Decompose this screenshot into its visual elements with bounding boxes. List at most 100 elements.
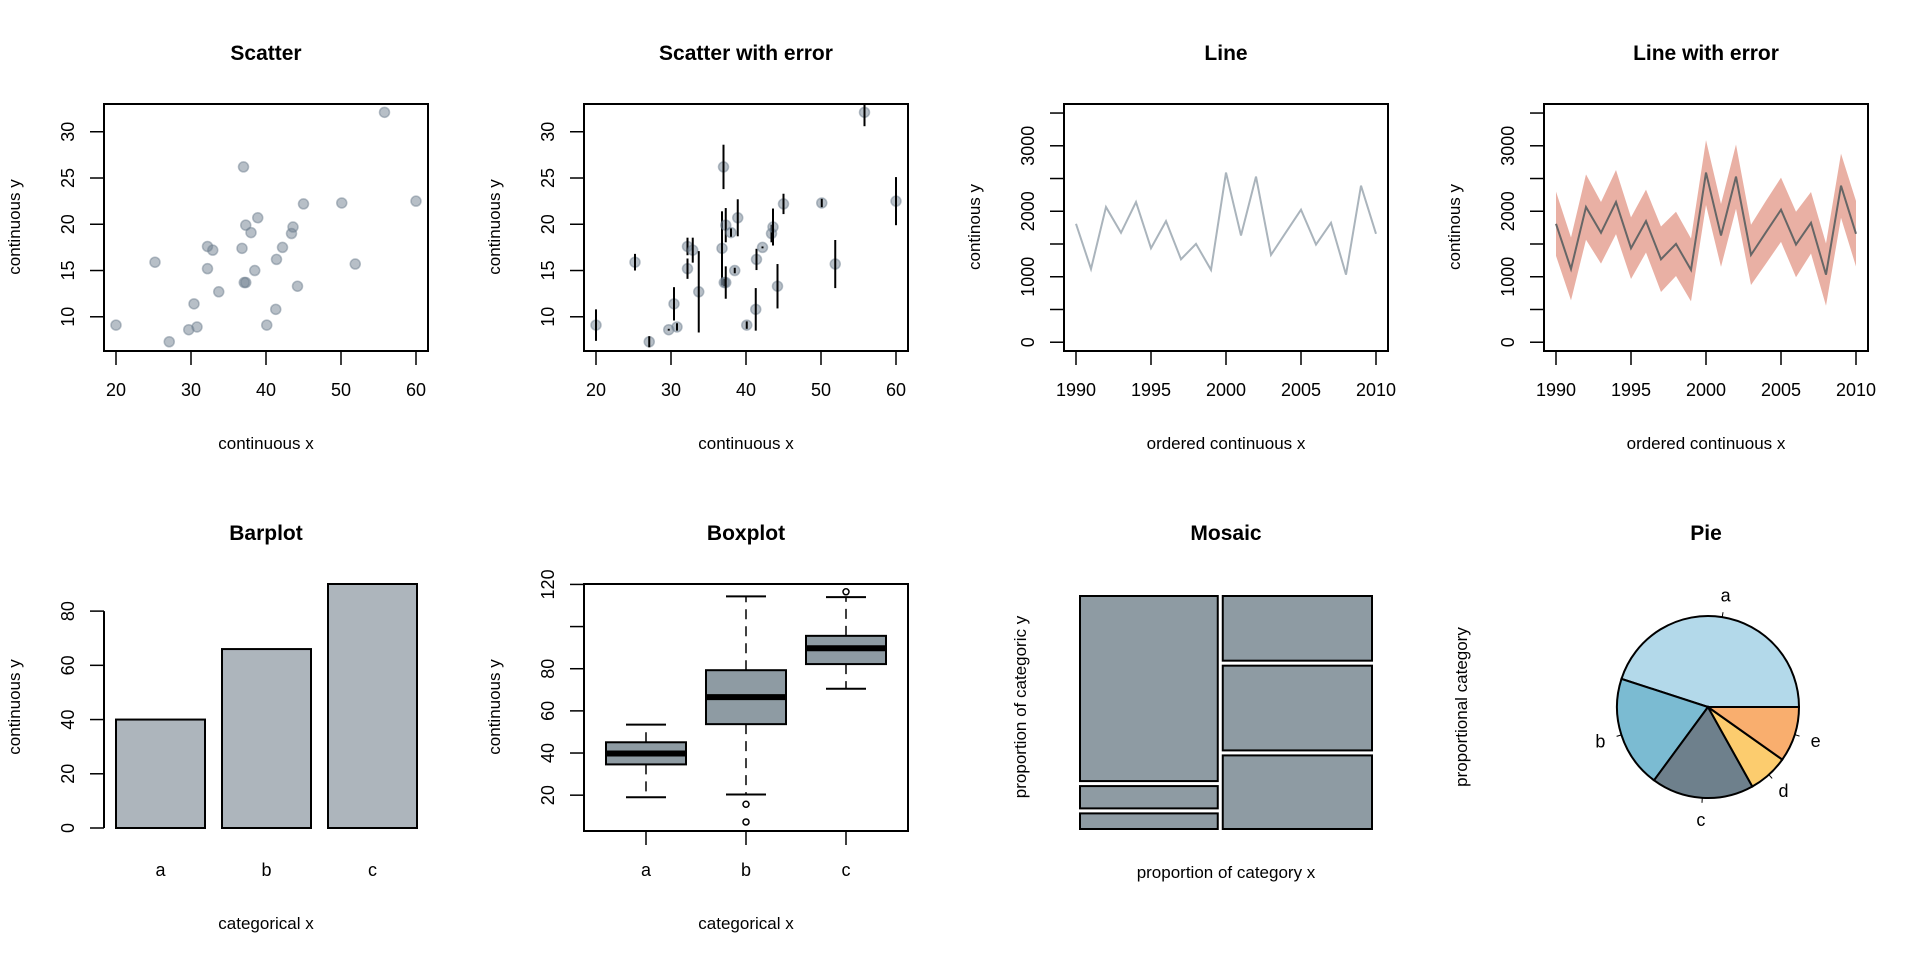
- data-point: [270, 303, 282, 316]
- chart-title: Mosaic: [1190, 522, 1262, 545]
- y-tick-label: 0: [58, 823, 78, 833]
- pie-slice-a: [1620, 615, 1801, 708]
- y-tick-label: 20: [58, 764, 78, 784]
- y-axis-label: continous y: [1445, 184, 1464, 270]
- x-axis-label: continuous x: [218, 434, 314, 453]
- y-tick-label: 1000: [1018, 257, 1038, 297]
- pie-label-tick: [1794, 734, 1800, 737]
- pie-label: a: [1721, 585, 1732, 605]
- x-tick-label: 40: [256, 380, 276, 400]
- data-point: [163, 335, 175, 348]
- chart-title: Barplot: [229, 522, 303, 545]
- chart-title: Line: [1204, 42, 1247, 65]
- x-tick-label: 2005: [1761, 380, 1801, 400]
- box-b: [705, 595, 787, 826]
- data-point: [276, 241, 289, 254]
- pie-slice-b: [1616, 677, 1710, 782]
- x-tick-label: 1995: [1611, 380, 1651, 400]
- data-point: [378, 106, 391, 119]
- y-tick-label: 30: [538, 122, 558, 142]
- x-tick-label: b: [741, 860, 751, 880]
- chart-panel-mosaic: Mosaic proportion of category x proportion…: [1011, 522, 1374, 882]
- chart-title: Boxplot: [707, 522, 785, 545]
- x-tick-label: 50: [811, 380, 831, 400]
- data-point: [245, 226, 257, 239]
- y-tick-label: 3000: [1018, 126, 1038, 166]
- series-line: [1555, 172, 1857, 275]
- x-tick-label: 20: [106, 380, 126, 400]
- data-point: [213, 286, 225, 298]
- x-axis-label: categorical x: [698, 914, 794, 933]
- x-tick-label: 1990: [1536, 380, 1576, 400]
- y-axis-label: continuous y: [5, 179, 24, 275]
- y-tick-label: 15: [538, 261, 558, 281]
- pie-label: e: [1811, 731, 1821, 751]
- plot-frame: [583, 103, 909, 352]
- y-axis-label: proportion of categoric y: [1011, 615, 1030, 798]
- y-tick-label: 20: [538, 214, 558, 234]
- mosaic-cell-1-2: [1079, 785, 1219, 810]
- outlier-point: [742, 818, 750, 826]
- y-tick-label: 1000: [1498, 257, 1518, 297]
- bar-b: [221, 648, 312, 829]
- data-point: [261, 319, 273, 331]
- x-tick-label: 50: [331, 380, 351, 400]
- x-tick-label: 30: [661, 380, 681, 400]
- data-point: [149, 256, 161, 268]
- mosaic-cell-2-3: [1221, 754, 1374, 830]
- chart-title: Scatter with error: [659, 42, 833, 65]
- chart-panel-line-with-error: Line with error ordered continuous x conti…: [1445, 42, 1876, 453]
- data-point: [207, 244, 219, 256]
- box-c: [805, 588, 887, 690]
- mosaic-cell-1-3: [1079, 812, 1219, 831]
- y-tick-label: 20: [538, 785, 558, 805]
- x-axis-label: proportion of category x: [1137, 863, 1316, 882]
- y-tick-label: 25: [58, 168, 78, 188]
- x-tick-label: 20: [586, 380, 606, 400]
- pie-label: b: [1595, 732, 1605, 752]
- data-point: [191, 321, 203, 333]
- outlier-point: [842, 588, 850, 596]
- series-line: [1075, 172, 1377, 275]
- x-tick-label: b: [261, 860, 271, 880]
- data-point: [336, 197, 348, 209]
- chart-panel-line: Line ordered continuous x continous y 1990 1…: [965, 42, 1396, 453]
- data-point: [270, 253, 283, 266]
- bar-c: [327, 583, 418, 829]
- x-tick-label: 2010: [1356, 380, 1396, 400]
- y-tick-label: 10: [58, 307, 78, 327]
- data-point: [188, 298, 200, 310]
- pie-label: d: [1779, 781, 1789, 801]
- data-point: [236, 242, 248, 255]
- data-point: [237, 161, 250, 173]
- x-tick-label: c: [842, 860, 851, 880]
- data-point: [410, 195, 422, 207]
- y-tick-label: 40: [58, 710, 78, 730]
- y-tick-label: 60: [58, 655, 78, 675]
- x-tick-label: a: [641, 860, 652, 880]
- y-tick-label: 40: [538, 743, 558, 763]
- x-axis-label: ordered continuous x: [1147, 434, 1306, 453]
- data-point: [110, 319, 122, 331]
- mosaic-cell-1-1: [1079, 595, 1219, 783]
- x-tick-label: 40: [736, 380, 756, 400]
- x-axis-label: categorical x: [218, 914, 314, 933]
- x-tick-label: 2010: [1836, 380, 1876, 400]
- y-tick-label: 0: [1498, 337, 1518, 347]
- data-point: [349, 258, 361, 270]
- x-tick-label: 2000: [1686, 380, 1726, 400]
- x-axis-label: continuous x: [698, 434, 794, 453]
- y-tick-label: 30: [58, 122, 78, 142]
- y-tick-label: 25: [538, 168, 558, 188]
- data-point: [291, 280, 304, 292]
- plot-frame: [1063, 103, 1389, 352]
- chart-panel-pie: Pie proportional category a b c d e: [1452, 522, 1821, 830]
- x-tick-label: 2000: [1206, 380, 1246, 400]
- pie-label-tick: [1768, 774, 1773, 779]
- data-point: [240, 276, 252, 289]
- data-point: [249, 264, 261, 277]
- y-tick-label: 2000: [1018, 191, 1038, 231]
- y-tick-label: 10: [538, 307, 558, 327]
- y-tick-label: 60: [538, 701, 558, 721]
